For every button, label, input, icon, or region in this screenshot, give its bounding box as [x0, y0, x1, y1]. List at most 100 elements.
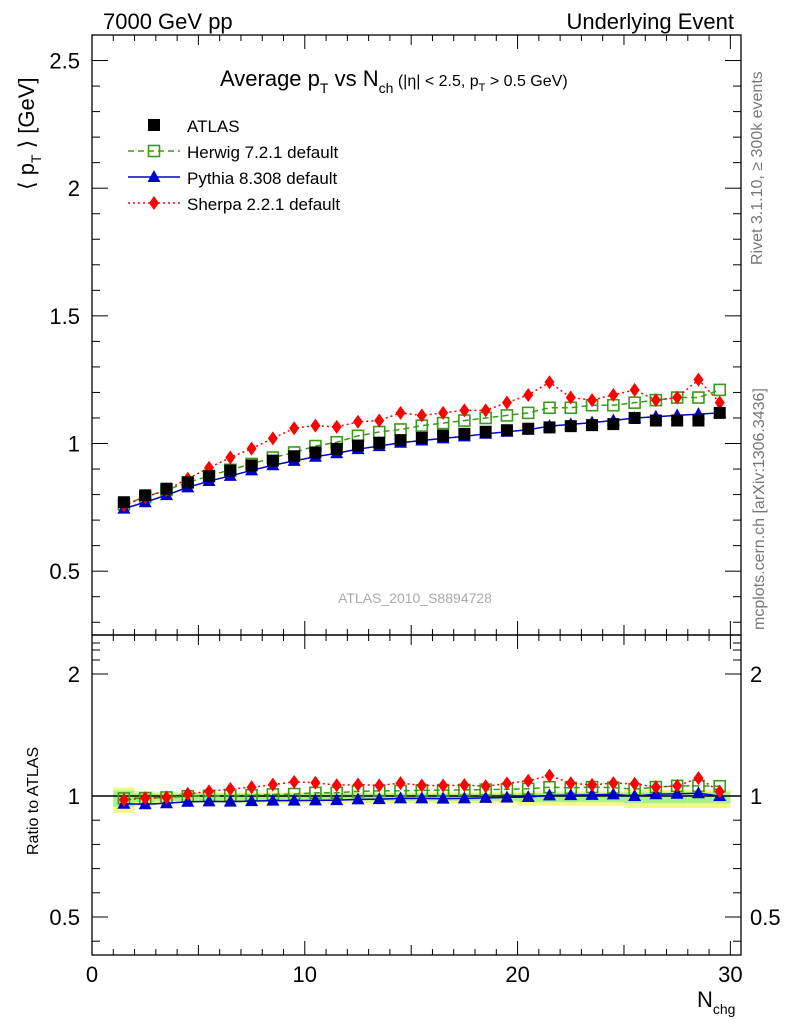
point-sherpa: [672, 390, 683, 405]
ratio-point-sherpa: [693, 771, 704, 786]
ratio-point-sherpa: [182, 786, 193, 801]
ratio-point-sherpa: [650, 780, 661, 795]
ratio-tick-label: 0.5: [49, 905, 80, 930]
point-atlas: [522, 422, 535, 435]
ratio-tick-label: 1: [68, 784, 80, 809]
ratio-point-pythia: [542, 788, 556, 801]
ratio-point-pythia: [330, 793, 344, 806]
ratio-point-pythia: [266, 793, 280, 806]
legend-label-pythia: Pythia 8.308 default: [187, 169, 338, 188]
point-sherpa: [587, 393, 598, 408]
point-sherpa: [480, 403, 491, 418]
rivet-label: Rivet 3.1.10, ≥ 300k events: [749, 71, 766, 265]
point-atlas: [394, 434, 407, 447]
point-herwig: [692, 391, 705, 404]
legend-item-pythia: Pythia 8.308 default: [128, 169, 338, 188]
point-herwig: [521, 406, 535, 420]
point-atlas: [543, 421, 556, 434]
point-atlas: [479, 425, 492, 438]
point-atlas: [586, 419, 599, 432]
point-sherpa: [459, 403, 470, 418]
series-herwig: [117, 383, 727, 511]
ratio-point-pythia: [436, 791, 450, 804]
ratio-point-sherpa: [501, 776, 512, 791]
ratio-series-pythia: [117, 786, 727, 810]
ratio-point-sherpa: [331, 778, 342, 793]
ratio-point-pythia: [223, 794, 237, 807]
point-sherpa: [395, 405, 406, 420]
ratio-point-sherpa: [416, 778, 427, 793]
ratio-point-sherpa: [395, 776, 406, 791]
point-atlas: [692, 414, 705, 427]
ratio-tick-label-right: 2: [750, 662, 762, 687]
ratio-plot: 0 10 20 30 0.5 0.5 1 1 2 2: [49, 634, 781, 987]
point-atlas: [245, 459, 258, 472]
point-sherpa: [289, 421, 300, 436]
point-sherpa: [629, 382, 640, 397]
ratio-point-sherpa: [225, 782, 236, 797]
legend-item-sherpa: Sherpa 2.2.1 default: [128, 195, 340, 214]
ratio-point-sherpa: [587, 777, 598, 792]
ratio-series-sherpa: [118, 768, 725, 807]
point-sherpa: [225, 450, 236, 465]
point-atlas: [181, 476, 194, 489]
ratio-point-pythia: [500, 790, 514, 803]
x-tick-label: 30: [718, 962, 742, 987]
y-tick-label: 0.5: [49, 559, 80, 584]
ratio-line-sherpa: [123, 774, 721, 801]
legend-marker-herwig: [147, 144, 161, 158]
point-atlas: [373, 436, 386, 449]
ratio-point-sherpa: [672, 778, 683, 793]
point-atlas: [139, 489, 152, 502]
point-sherpa: [438, 405, 449, 420]
legend-label-sherpa: Sherpa 2.2.1 default: [187, 195, 340, 214]
ratio-point-sherpa: [161, 790, 172, 805]
analysis-watermark: ATLAS_2010_S8894728: [338, 590, 492, 606]
point-atlas: [437, 429, 450, 442]
point-atlas: [309, 446, 322, 459]
ratio-point-pythia: [245, 794, 259, 807]
ratio-point-pythia: [415, 791, 429, 804]
ratio-point-pythia: [457, 791, 471, 804]
point-sherpa: [544, 375, 555, 390]
legend-label-herwig: Herwig 7.2.1 default: [187, 143, 338, 162]
point-sherpa: [374, 413, 385, 428]
point-atlas: [458, 427, 471, 440]
ratio-point-pythia: [521, 789, 535, 802]
ratio-point-sherpa: [629, 776, 640, 791]
point-atlas: [266, 454, 279, 467]
ratio-point-pythia: [394, 791, 408, 804]
ratio-y-axis-label: Ratio to ATLAS: [25, 747, 42, 855]
x-tick-label: 10: [293, 962, 317, 987]
ratio-point-pythia: [585, 787, 599, 800]
point-herwig: [628, 396, 641, 409]
ratio-tick-label: 2: [68, 662, 80, 687]
point-sherpa: [714, 395, 725, 410]
point-sherpa: [246, 441, 257, 456]
point-sherpa: [310, 418, 321, 433]
ratio-tick-label-right: 0.5: [750, 905, 781, 930]
point-sherpa: [416, 408, 427, 423]
point-atlas: [288, 450, 301, 463]
ratio-point-pythia: [564, 788, 578, 801]
ratio-point-sherpa: [480, 779, 491, 794]
x-tick-label: 20: [505, 962, 529, 987]
ratio-point-pythia: [628, 789, 642, 801]
y-axis-label: ⟨ pT ⟩ [GeV]: [14, 77, 44, 190]
ratio-tick-label-right: 1: [750, 784, 762, 809]
ratio-point-sherpa: [267, 777, 278, 792]
legend-item-atlas: ATLAS: [148, 117, 240, 136]
mcplots-label: mcplots.cern.ch [arXiv:1306.3436]: [751, 388, 768, 630]
series-line-pythia: [123, 412, 720, 510]
ratio-point-sherpa: [714, 784, 725, 799]
point-atlas: [160, 482, 173, 495]
point-atlas: [628, 411, 641, 424]
ratio-point-pythia: [308, 793, 322, 806]
point-herwig: [543, 401, 556, 415]
chart-title: Average pT vs Nch (|η| < 2.5, pT > 0.5 G…: [220, 66, 568, 96]
ratio-point-sherpa: [204, 784, 215, 799]
ratio-point-pythia: [691, 786, 705, 799]
ratio-point-sherpa: [459, 778, 470, 793]
point-atlas: [671, 414, 684, 427]
ratio-point-sherpa: [246, 780, 257, 795]
